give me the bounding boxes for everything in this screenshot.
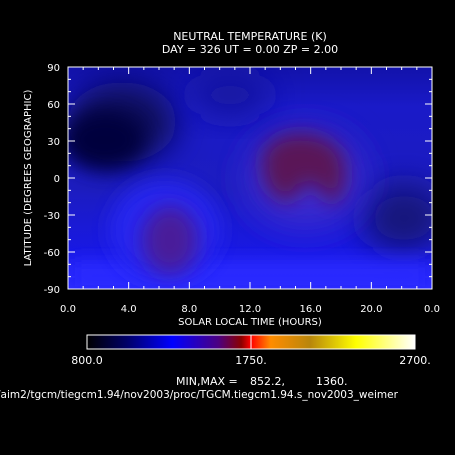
x-tick-label: 0.0 xyxy=(60,304,76,315)
y-axis-label: LATITUDE (DEGREES GEOGRAPHIC) xyxy=(23,90,34,267)
x-tick-label: 8.0 xyxy=(181,304,197,315)
y-tick-label: 0 xyxy=(54,174,60,185)
y-tick-label: 60 xyxy=(47,100,60,111)
heatmap-cool-region xyxy=(190,73,270,117)
y-tick-label: -60 xyxy=(44,248,60,259)
y-tick-label: 90 xyxy=(47,63,60,74)
chart-subtitle: DAY = 326 UT = 0.00 ZP = 2.00 xyxy=(162,43,338,56)
x-tick-label: 4.0 xyxy=(121,304,137,315)
max-value: 1360. xyxy=(316,375,348,388)
x-tick-label: 0.0 xyxy=(424,304,440,315)
x-axis-label: SOLAR LOCAL TIME (HOURS) xyxy=(178,317,322,328)
min-value: 852.2, xyxy=(250,375,285,388)
colorbar-min-label: 800.0 xyxy=(71,354,103,367)
y-tick-label: -30 xyxy=(44,211,60,222)
minmax-label: MIN,MAX = xyxy=(176,375,238,388)
x-tick-label: 20.0 xyxy=(360,304,382,315)
colorbar-mid-label: 1750. xyxy=(235,354,267,367)
y-tick-label: -90 xyxy=(44,285,60,296)
x-tick-label: 16.0 xyxy=(300,304,322,315)
heatmap-max-region xyxy=(262,133,346,205)
heatmap-cold-core xyxy=(68,110,146,170)
heatmap-warm-lobe xyxy=(142,206,198,274)
y-tick-label: 30 xyxy=(47,137,60,148)
heatmap-cold-region xyxy=(362,184,432,252)
colorbar-max-label: 2700. xyxy=(399,354,431,367)
chart-title: NEUTRAL TEMPERATURE (K) xyxy=(173,30,327,43)
footer-path: /aim2/tgcm/tiegcm1.94/nov2003/proc/TGCM.… xyxy=(0,389,399,401)
x-tick-label: 12.0 xyxy=(239,304,261,315)
